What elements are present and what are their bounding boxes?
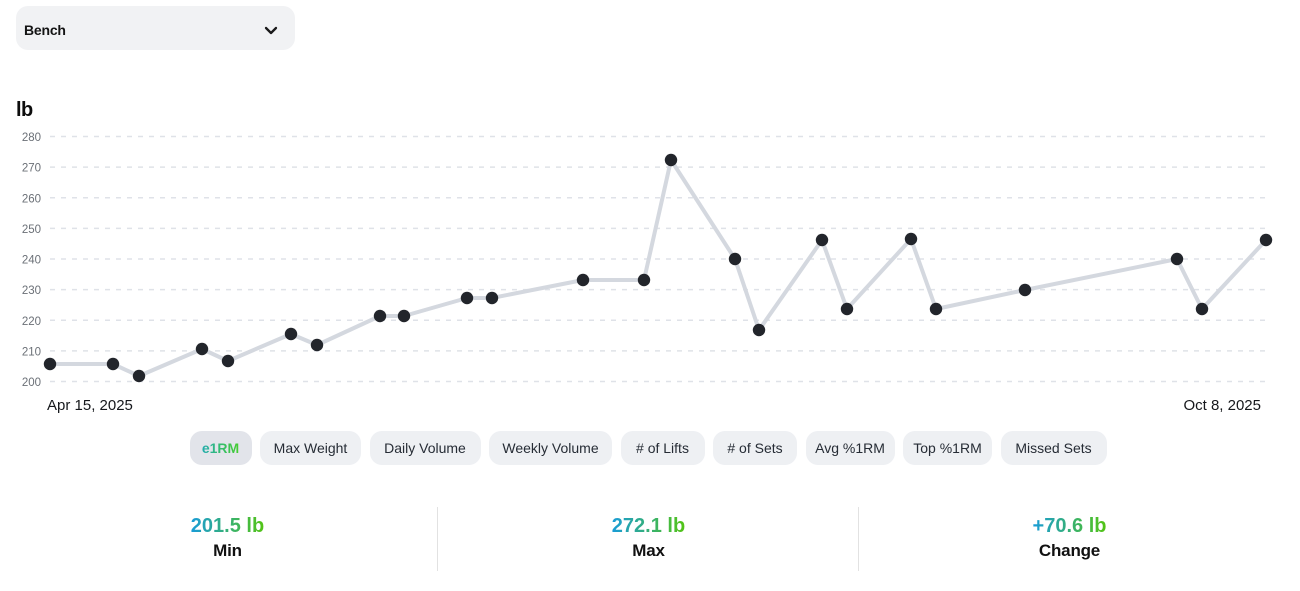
svg-text:280: 280 xyxy=(22,132,41,144)
svg-text:260: 260 xyxy=(22,193,41,205)
svg-text:200: 200 xyxy=(22,377,41,389)
svg-text:220: 220 xyxy=(22,316,41,328)
svg-text:250: 250 xyxy=(22,224,41,236)
svg-text:240: 240 xyxy=(22,255,41,267)
svg-text:210: 210 xyxy=(22,346,41,358)
svg-text:270: 270 xyxy=(22,163,41,175)
svg-text:230: 230 xyxy=(22,285,41,297)
